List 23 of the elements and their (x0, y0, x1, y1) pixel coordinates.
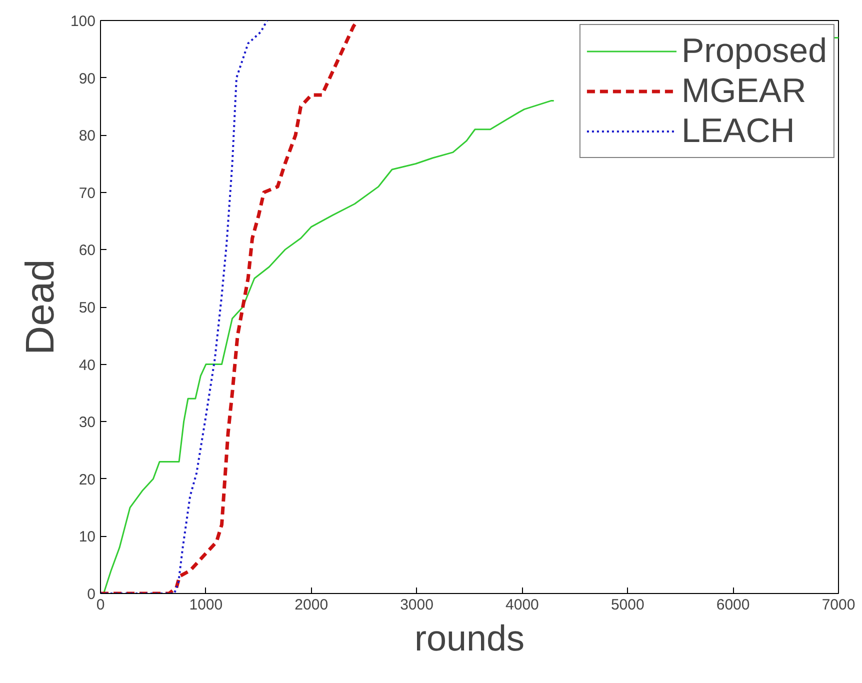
y-tick-label: 10 (78, 528, 96, 546)
y-tick-label: 60 (78, 242, 96, 260)
y-axis-title: Dead (18, 259, 62, 355)
y-tick-label: 70 (78, 184, 96, 202)
y-tick-label: 80 (78, 128, 96, 145)
y-tick-label: 20 (78, 471, 96, 488)
x-tick-label: 6000 (716, 596, 750, 614)
x-tick-label: 5000 (610, 596, 644, 614)
y-tick-label: 30 (78, 414, 96, 432)
x-tick-label: 4000 (506, 596, 539, 614)
legend-label: MGEAR (681, 71, 806, 111)
x-tick-label: 2000 (294, 596, 328, 614)
x-axis-title: rounds (414, 618, 525, 658)
x-tick-label: 3000 (400, 596, 434, 614)
y-tick-label: 0 (87, 586, 96, 603)
y-tick-label: 90 (78, 70, 96, 88)
x-tick-label: 1000 (189, 596, 223, 614)
y-tick-label: 40 (78, 356, 96, 374)
y-tick-label: 100 (70, 13, 96, 30)
legend-label: LEACH (681, 111, 795, 151)
y-tick-label: 50 (78, 300, 96, 316)
legend-label: Proposed (681, 31, 827, 71)
x-tick-label: 7000 (822, 596, 856, 614)
